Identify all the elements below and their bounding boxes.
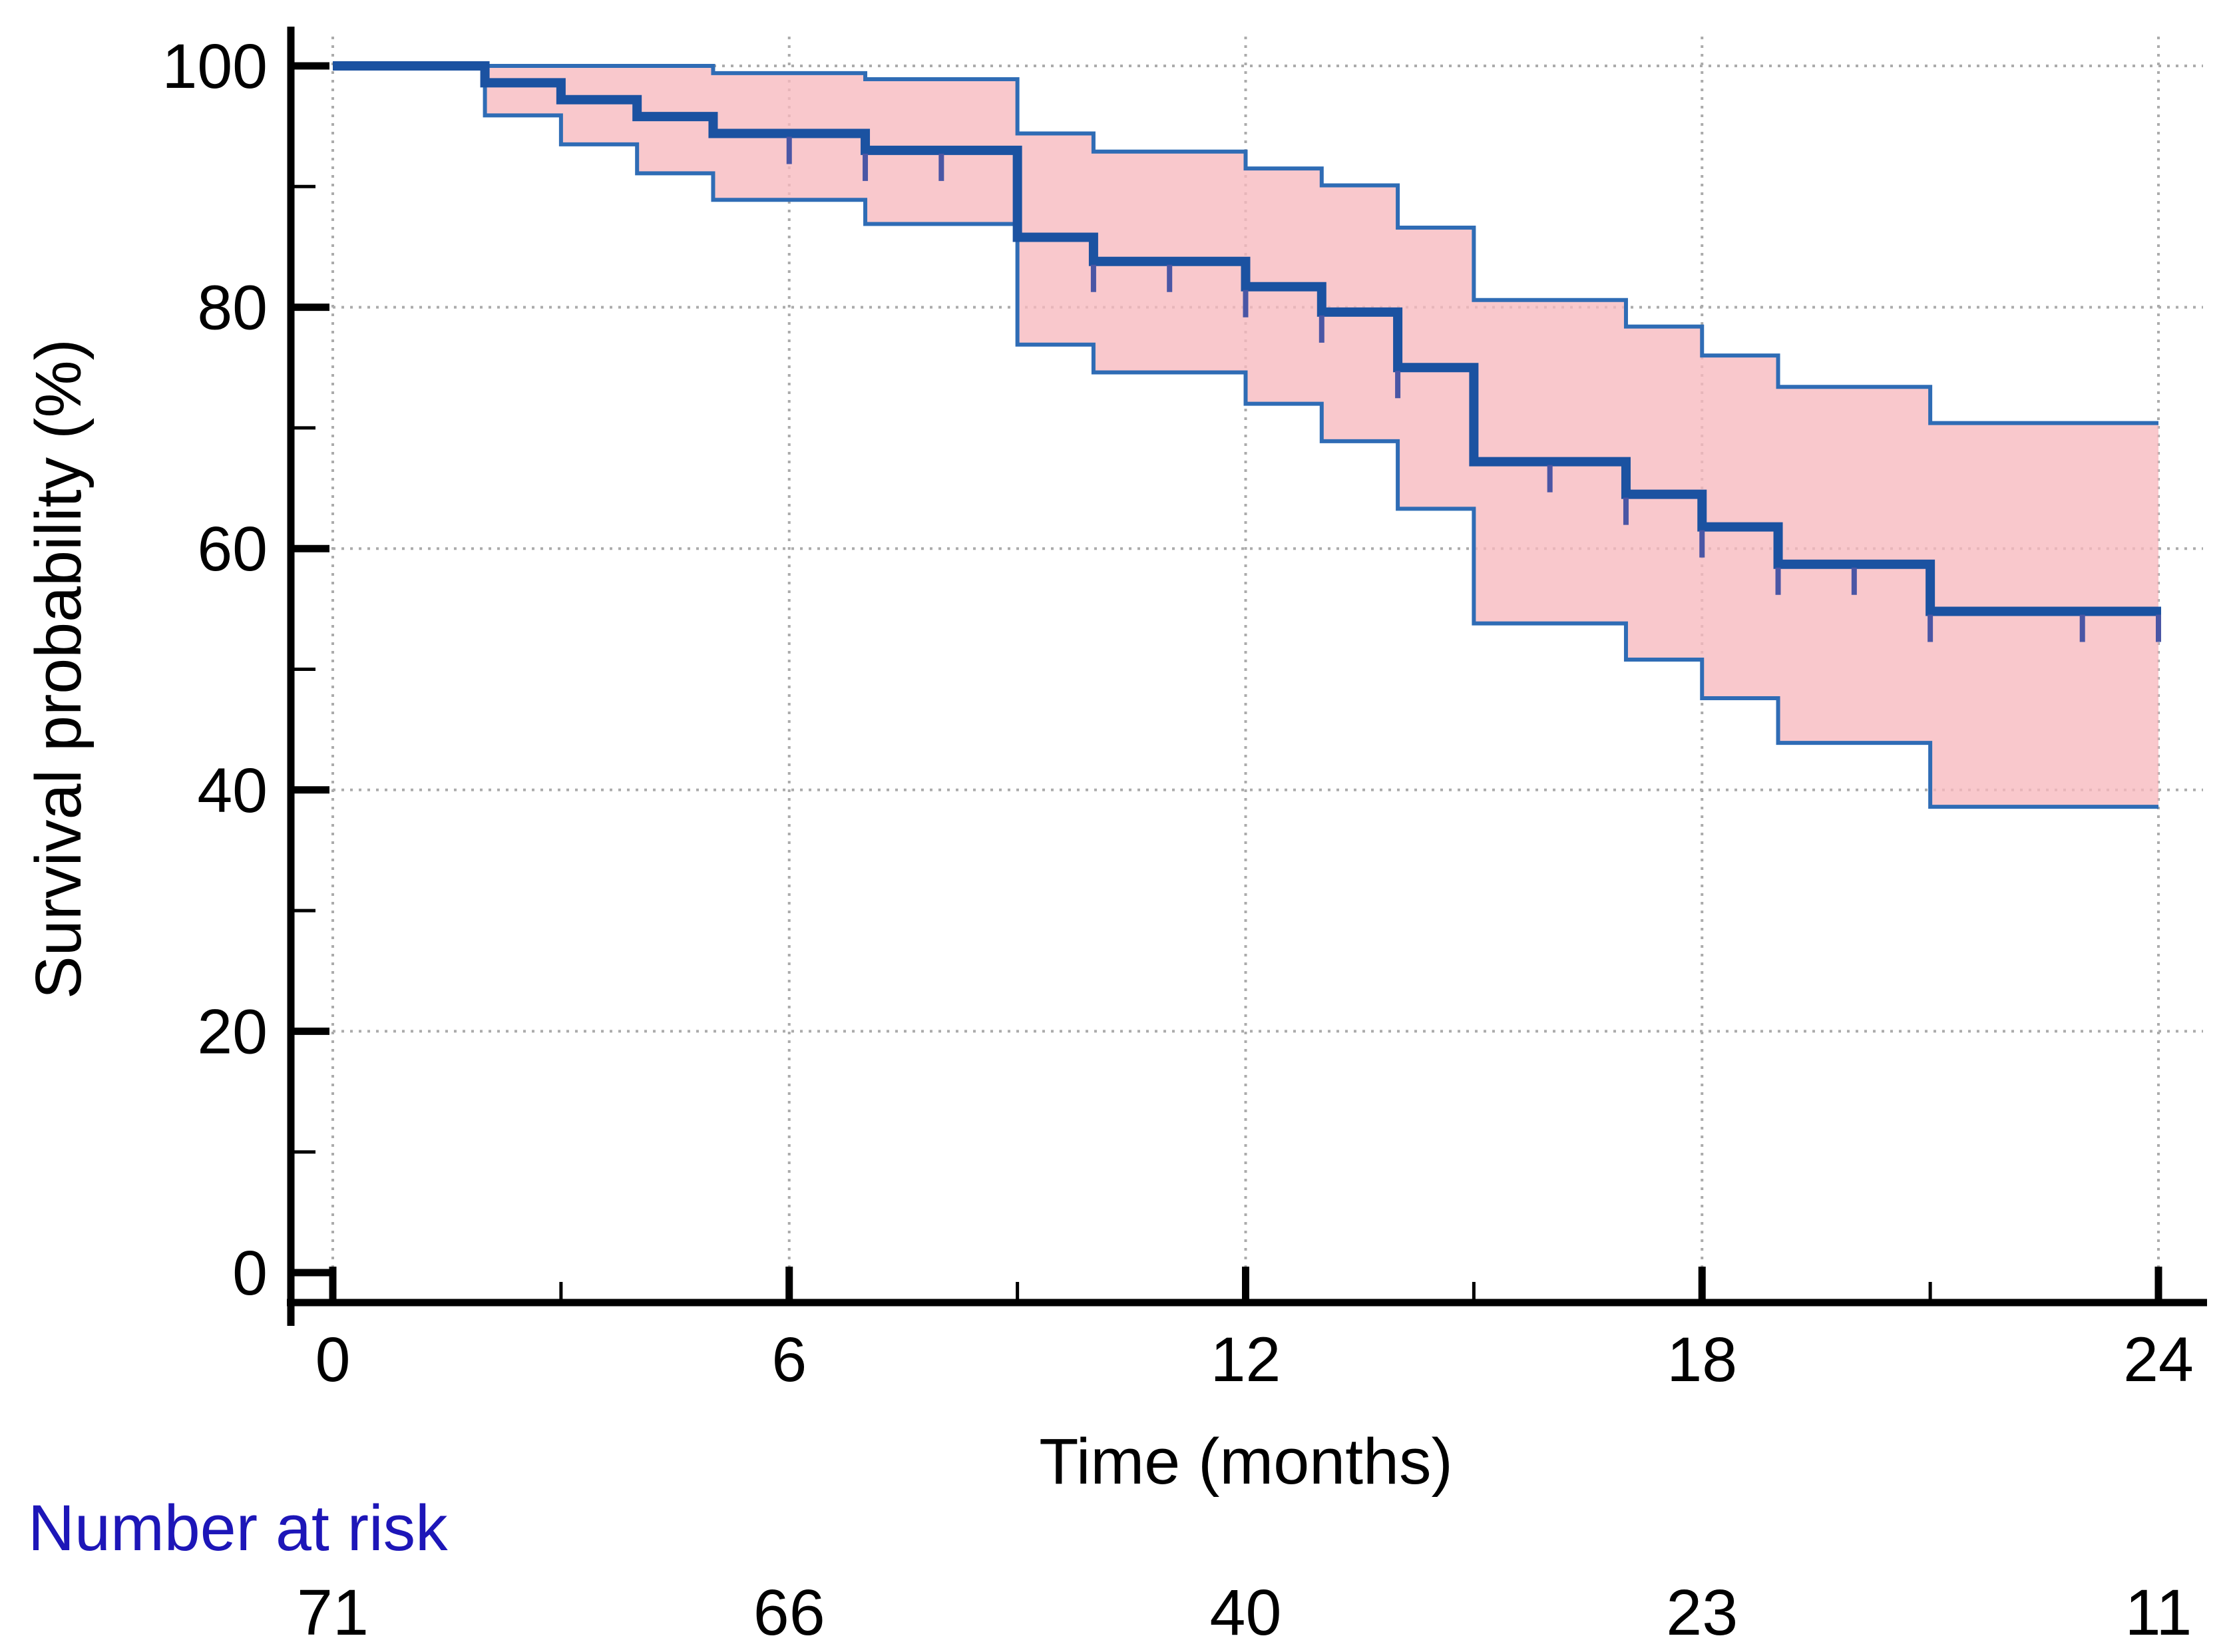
y-axis-title: Survival probability (%) bbox=[22, 339, 95, 999]
survival-curve bbox=[333, 61, 2161, 616]
y-tick-label: 40 bbox=[197, 755, 268, 826]
x-axis-title: Time (months) bbox=[1039, 1425, 1453, 1498]
risk-table-label: Number at risk bbox=[28, 1492, 448, 1564]
tick-labels: 0 20 40 60 80 100 0 6 12 18 24 bbox=[162, 31, 2193, 1395]
y-tick-label: 60 bbox=[197, 514, 268, 584]
y-tick-label: 0 bbox=[232, 1238, 268, 1309]
y-tick-label: 20 bbox=[197, 996, 268, 1067]
y-tick-label: 100 bbox=[162, 31, 268, 102]
x-tick-label: 12 bbox=[1211, 1325, 1281, 1395]
axes bbox=[287, 27, 2207, 1326]
x-tick-label: 6 bbox=[771, 1325, 807, 1395]
x-tick-label: 24 bbox=[2123, 1325, 2194, 1395]
ci-upper-border bbox=[485, 64, 2158, 425]
y-tick-label: 80 bbox=[197, 273, 268, 343]
x-tick-label: 0 bbox=[315, 1325, 351, 1395]
x-tick-label: 18 bbox=[1667, 1325, 1737, 1395]
censor-ticks bbox=[786, 136, 2161, 642]
ci-lower-border bbox=[483, 66, 2158, 809]
